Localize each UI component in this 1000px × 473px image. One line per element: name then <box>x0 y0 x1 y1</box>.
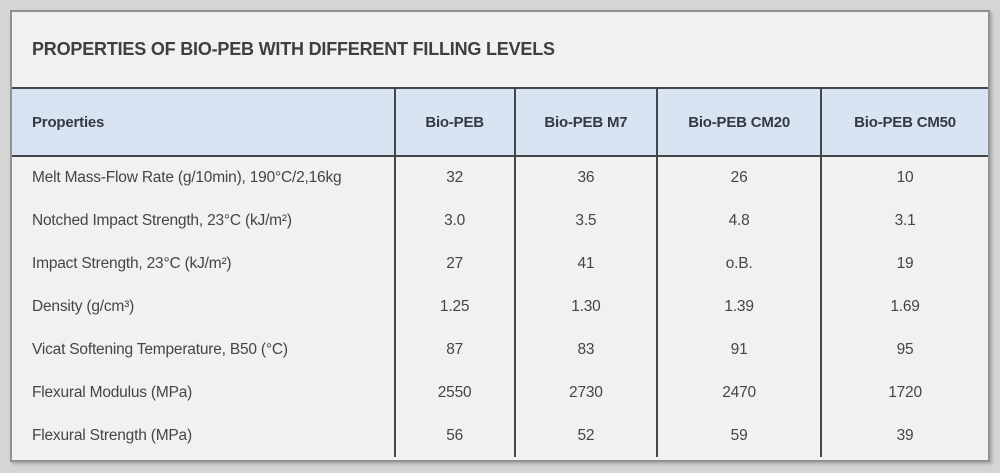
value-cell: 1.69 <box>820 285 988 328</box>
value-cell: 41 <box>513 242 658 285</box>
value-cell: 95 <box>820 328 988 371</box>
property-label: Density (g/cm³) <box>32 297 135 315</box>
table-row: Density (g/cm³) 1.25 1.30 1.39 1.69 <box>12 285 988 328</box>
value-cell: 1.30 <box>513 285 658 328</box>
value-cell: 27 <box>393 242 515 285</box>
value-cell: 39 <box>820 414 988 457</box>
column-header-bio-peb-cm20: Bio-PEB CM20 <box>656 87 822 157</box>
value-cell: 32 <box>393 156 515 199</box>
table-row: Flexural Modulus (MPa) 2550 2730 2470 17… <box>12 371 988 414</box>
value-cell: 3.1 <box>820 199 988 242</box>
property-label: Impact Strength, 23°C (kJ/m²) <box>32 254 232 272</box>
value-cell: 91 <box>656 328 822 371</box>
property-label: Flexural Modulus (MPa) <box>32 383 193 401</box>
value-cell: 3.0 <box>393 199 515 242</box>
property-label: Melt Mass-Flow Rate (g/10min), 190°C/2,1… <box>32 169 342 186</box>
table-row: Vicat Softening Temperature, B50 (°C) 87… <box>12 328 988 371</box>
column-header-properties: Properties <box>12 87 395 157</box>
table-row: Impact Strength, 23°C (kJ/m²) 27 41 o.B.… <box>12 242 988 285</box>
value-cell: 52 <box>513 414 658 457</box>
value-cell: 2730 <box>513 371 658 414</box>
value-cell: 19 <box>820 242 988 285</box>
table-row: Notched Impact Strength, 23°C (kJ/m²) 3.… <box>12 199 988 242</box>
table-row: Melt Mass-Flow Rate (g/10min), 190°C/2,1… <box>12 156 988 199</box>
properties-table: Properties Bio-PEB Bio-PEB M7 Bio-PEB CM… <box>12 87 988 457</box>
datasheet-card: PROPERTIES OF BIO-PEB WITH DIFFERENT FIL… <box>10 10 990 462</box>
property-label: Vicat Softening Temperature, B50 (°C) <box>32 340 288 358</box>
column-header-bio-peb: Bio-PEB <box>393 87 515 157</box>
column-header-bio-peb-cm50: Bio-PEB CM50 <box>820 87 988 157</box>
value-cell: 3.5 <box>513 199 658 242</box>
property-label: Notched Impact Strength, 23°C (kJ/m²) <box>32 211 292 229</box>
value-cell: 1.25 <box>393 285 515 328</box>
value-cell: 83 <box>513 328 658 371</box>
value-cell: 56 <box>393 414 515 457</box>
value-cell: 4.8 <box>656 199 822 242</box>
value-cell: 26 <box>656 156 822 199</box>
value-cell: 2550 <box>393 371 515 414</box>
value-cell: 2470 <box>656 371 822 414</box>
value-cell: 10 <box>820 156 988 199</box>
value-cell: 1720 <box>820 371 988 414</box>
table-header-row: Properties Bio-PEB Bio-PEB M7 Bio-PEB CM… <box>12 87 988 157</box>
table-row: Flexural Strength (MPa) 56 52 59 39 <box>12 414 988 457</box>
value-cell: 87 <box>393 328 515 371</box>
value-cell: 36 <box>513 156 658 199</box>
column-header-bio-peb-m7: Bio-PEB M7 <box>513 87 658 157</box>
page-title: PROPERTIES OF BIO-PEB WITH DIFFERENT FIL… <box>32 39 555 59</box>
property-label: Flexural Strength (MPa) <box>32 426 192 444</box>
value-cell: 1.39 <box>656 285 822 328</box>
value-cell: o.B. <box>656 242 822 285</box>
value-cell: 59 <box>656 414 822 457</box>
